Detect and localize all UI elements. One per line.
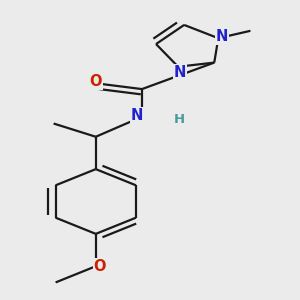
Text: N: N — [216, 29, 229, 44]
Text: H: H — [174, 113, 185, 126]
Text: O: O — [89, 74, 102, 89]
Text: O: O — [94, 259, 106, 274]
Text: N: N — [174, 64, 186, 80]
Text: N: N — [131, 108, 143, 123]
